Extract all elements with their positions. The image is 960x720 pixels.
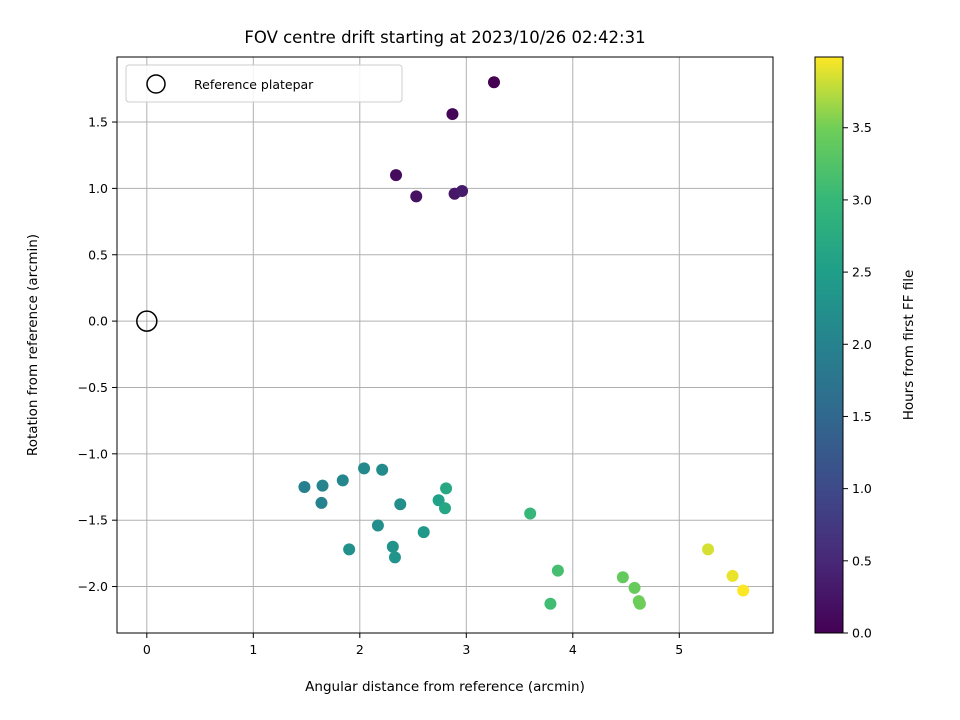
data-point [388,551,401,564]
data-point [394,498,407,511]
data-point [298,481,311,494]
y-tick-label: 1.5 [88,115,108,130]
data-point [386,540,399,553]
y-axis-label: Rotation from reference (arcmin) [25,234,41,456]
data-point [628,581,641,594]
x-tick-label: 3 [462,642,470,657]
data-point [410,190,423,203]
y-tick-label: −1.0 [78,446,108,461]
colorbar-tick-label: 3.5 [852,120,872,135]
x-tick-label: 0 [143,642,151,657]
data-point [439,502,451,515]
y-axis: −2.0 −1.5 −1.0 −0.5 0.0 0.5 1.0 1.5 [78,115,117,594]
data-point [343,543,356,556]
colorbar-tick-label: 2.5 [852,265,872,280]
x-axis-label: Angular distance from reference (arcmin) [305,679,585,695]
y-tick-label: 1.0 [88,181,108,196]
y-tick-label: −2.0 [78,579,108,594]
colorbar-tick-label: 2.0 [852,337,872,352]
legend-marker [146,74,166,94]
data-points [136,76,750,610]
data-point [737,584,750,597]
data-point [390,169,403,182]
colorbar-label: Hours from first FF file [901,270,917,421]
data-point [315,496,328,509]
data-point [487,76,500,89]
data-point [726,569,739,582]
x-tick-label: 1 [249,642,257,657]
colorbar-tick-label: 3.0 [852,192,872,207]
data-point [524,507,537,520]
y-tick-label: 0.5 [88,247,108,262]
legend: Reference platepar [125,64,403,103]
data-point [616,571,629,584]
legend-label: Reference platepar [194,77,314,92]
y-tick-label: 0.0 [88,314,108,329]
data-point [702,543,715,556]
chart-title: FOV centre drift starting at 2023/10/26 … [244,28,645,47]
colorbar-tick-label: 0.5 [852,553,872,568]
plot-frame [116,56,774,634]
data-point [440,482,453,495]
colorbar-tick-label: 1.5 [852,409,872,424]
data-point [544,597,557,610]
y-tick-label: −0.5 [78,380,108,395]
x-axis: 0 1 2 3 4 5 [143,633,683,657]
data-point [336,474,349,487]
colorbar-tick-label: 0.0 [852,626,872,641]
colorbar: 0.0 0.5 1.0 1.5 2.0 2.5 3.0 3.5 Hours from firs… [814,56,917,641]
data-point [358,462,371,475]
x-tick-label: 2 [356,642,364,657]
colorbar-tick-label: 1.0 [852,481,872,496]
colorbar-ticks: 0.0 0.5 1.0 1.5 2.0 2.5 3.0 3.5 [843,120,872,641]
data-point [417,526,430,539]
x-tick-label: 4 [569,642,577,657]
reference-platepar-marker [136,310,158,332]
x-tick-label: 5 [675,642,683,657]
legend-box [125,64,403,103]
data-point [371,519,384,532]
data-point [446,108,459,121]
y-tick-label: −1.5 [78,513,108,528]
data-point [633,597,646,610]
grid-lines [117,57,773,633]
data-point [456,185,469,198]
data-point [316,479,329,492]
colorbar-gradient [814,56,844,634]
data-point [432,494,445,507]
data-point [376,463,389,476]
data-point [551,564,564,577]
